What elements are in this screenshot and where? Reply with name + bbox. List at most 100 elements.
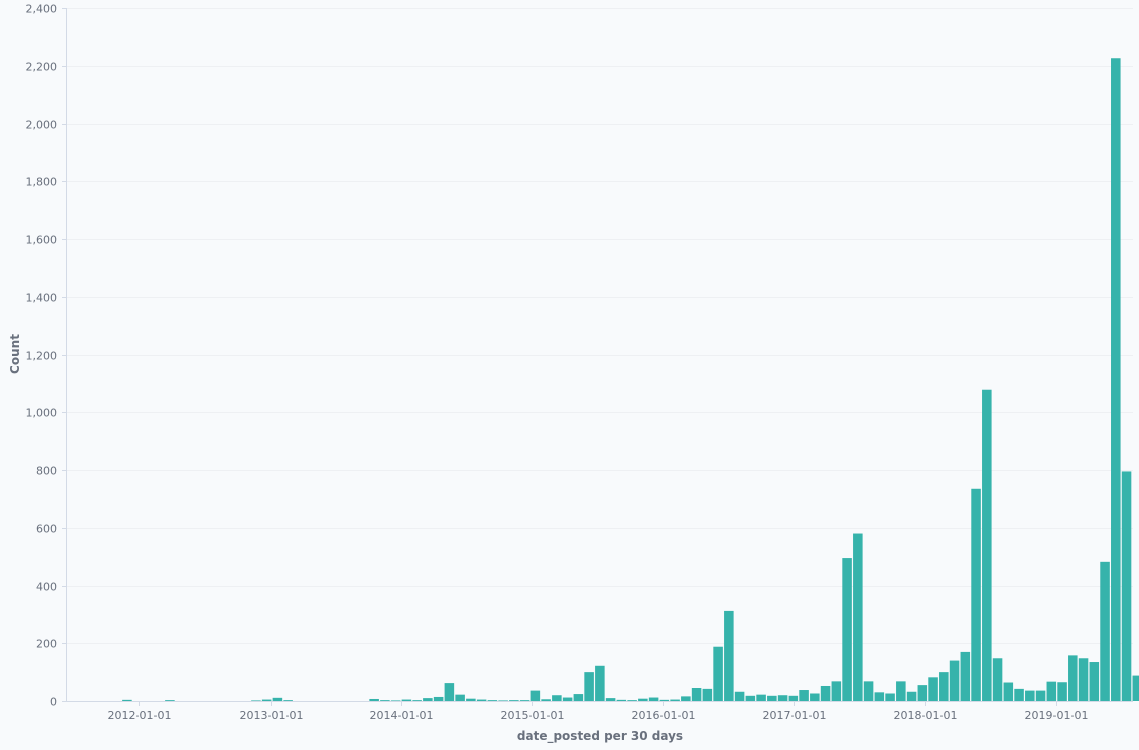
- histogram-bar[interactable]: [616, 699, 627, 701]
- histogram-bar[interactable]: [960, 651, 971, 701]
- histogram-bar[interactable]: [1121, 471, 1132, 701]
- x-tick-label: 2015-01-01: [501, 709, 565, 722]
- histogram-bar[interactable]: [1078, 658, 1089, 701]
- histogram-bar[interactable]: [541, 699, 551, 701]
- histogram-bar[interactable]: [380, 700, 390, 701]
- y-tick-label: 1,000: [26, 407, 58, 420]
- histogram-bar[interactable]: [767, 695, 777, 701]
- histogram-bar[interactable]: [1100, 561, 1110, 701]
- histogram-bar[interactable]: [928, 677, 938, 701]
- x-tick-label: 2013-01-01: [240, 709, 304, 722]
- y-tick-label: 1,400: [26, 292, 58, 305]
- histogram-bar[interactable]: [734, 691, 745, 701]
- histogram-bar[interactable]: [584, 672, 594, 701]
- histogram-bar[interactable]: [498, 700, 508, 702]
- histogram-bar[interactable]: [1014, 688, 1024, 701]
- y-tick-label: 800: [36, 465, 57, 478]
- histogram-bar[interactable]: [648, 697, 659, 701]
- histogram-bar[interactable]: [509, 700, 519, 701]
- histogram-bar[interactable]: [896, 681, 906, 701]
- histogram-bar[interactable]: [122, 699, 132, 701]
- histogram-bar[interactable]: [863, 681, 874, 701]
- histogram-bar[interactable]: [251, 700, 261, 702]
- histogram-bar[interactable]: [917, 685, 928, 701]
- histogram-bar[interactable]: [519, 700, 530, 701]
- histogram-bar[interactable]: [433, 696, 444, 701]
- histogram-bar[interactable]: [939, 672, 949, 701]
- x-tick-label: 2014-01-01: [370, 709, 434, 722]
- histogram-bar[interactable]: [552, 695, 562, 701]
- histogram-bar[interactable]: [1025, 690, 1035, 701]
- y-tick-label: 1,200: [26, 350, 58, 363]
- histogram-bar[interactable]: [369, 698, 379, 701]
- x-axis-ticks: 2012-01-01 2013-01-01 2014-01-01 2015-01-01…: [108, 701, 1088, 722]
- histogram-bar[interactable]: [713, 646, 723, 701]
- histogram-bar[interactable]: [874, 692, 885, 701]
- histogram-bar[interactable]: [595, 665, 605, 701]
- histogram-bar[interactable]: [261, 699, 272, 701]
- histogram-bar[interactable]: [756, 694, 766, 701]
- histogram-bar[interactable]: [562, 697, 573, 701]
- histogram-bar[interactable]: [573, 694, 584, 701]
- histogram-bar[interactable]: [745, 695, 756, 701]
- y-tick-label: 2,400: [26, 3, 58, 16]
- histogram-bar[interactable]: [487, 700, 498, 701]
- histogram-bar[interactable]: [691, 688, 702, 701]
- histogram-bar[interactable]: [906, 691, 917, 701]
- histogram-bar[interactable]: [810, 693, 820, 701]
- histogram-bar[interactable]: [1003, 682, 1014, 701]
- histogram-bar[interactable]: [992, 658, 1003, 701]
- histogram-bar[interactable]: [842, 558, 852, 701]
- y-tick-label: 1,600: [26, 234, 58, 247]
- histogram-bar[interactable]: [627, 700, 637, 701]
- x-tick-label: 2016-01-01: [632, 709, 696, 722]
- histogram-bar[interactable]: [659, 699, 670, 701]
- y-tick-label: 0: [50, 696, 57, 709]
- y-axis-title: Count: [8, 334, 22, 374]
- histogram-bar[interactable]: [885, 693, 895, 701]
- histogram-bar[interactable]: [1068, 655, 1078, 701]
- histogram-bar[interactable]: [777, 695, 788, 701]
- histogram-bar[interactable]: [423, 698, 433, 701]
- histogram-bar[interactable]: [455, 694, 465, 701]
- histogram-bar[interactable]: [681, 696, 691, 701]
- histogram-bar[interactable]: [1132, 675, 1139, 701]
- histogram-bar[interactable]: [412, 700, 422, 701]
- histogram-bar[interactable]: [272, 697, 283, 701]
- histogram-bar[interactable]: [476, 699, 487, 701]
- y-tick-label: 200: [36, 638, 57, 651]
- histogram-bar[interactable]: [724, 610, 734, 701]
- histogram-bar[interactable]: [444, 683, 455, 701]
- histogram-bar[interactable]: [390, 700, 401, 702]
- bars: [122, 58, 1139, 702]
- histogram-bar[interactable]: [831, 681, 842, 701]
- histogram-bar[interactable]: [605, 698, 616, 701]
- y-tick-label: 2,000: [26, 119, 58, 132]
- histogram-bar[interactable]: [466, 698, 476, 701]
- x-tick-label: 2017-01-01: [763, 709, 827, 722]
- histogram-bar[interactable]: [702, 688, 713, 701]
- histogram-bar[interactable]: [982, 389, 992, 701]
- histogram-bar[interactable]: [1089, 662, 1100, 701]
- histogram-bar[interactable]: [401, 699, 412, 701]
- histogram-bar[interactable]: [670, 699, 680, 701]
- histogram-bar[interactable]: [949, 660, 960, 701]
- histogram-bar[interactable]: [283, 700, 293, 701]
- histogram-bar[interactable]: [638, 698, 648, 701]
- histogram-bar[interactable]: [853, 533, 863, 701]
- y-tick-label: 1,800: [26, 176, 58, 189]
- histogram-bar[interactable]: [165, 700, 175, 701]
- histogram-bar[interactable]: [530, 690, 541, 701]
- histogram-bar[interactable]: [971, 488, 981, 701]
- y-tick-label: 600: [36, 523, 57, 536]
- histogram-bar[interactable]: [788, 695, 799, 701]
- histogram-bar[interactable]: [1111, 58, 1121, 702]
- histogram-bar[interactable]: [1057, 682, 1067, 701]
- x-tick-label: 2018-01-01: [894, 709, 958, 722]
- histogram-bar[interactable]: [1046, 681, 1057, 701]
- y-tick-label: 2,200: [26, 61, 58, 74]
- histogram-bar[interactable]: [799, 690, 809, 701]
- histogram-bar[interactable]: [1035, 690, 1046, 701]
- histogram-bar[interactable]: [820, 685, 831, 701]
